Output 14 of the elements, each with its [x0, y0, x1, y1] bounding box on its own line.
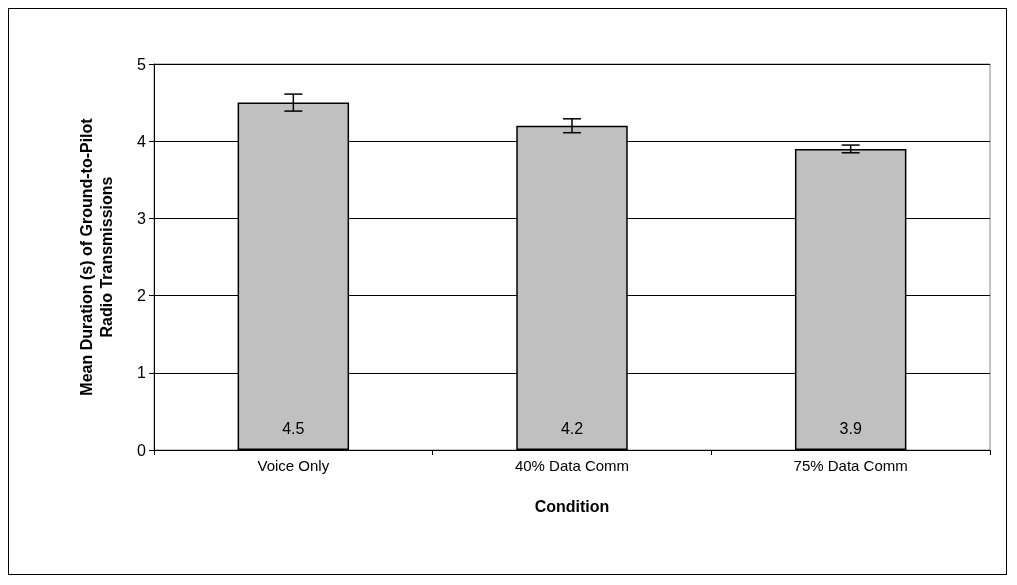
x-axis-title: Condition [534, 497, 610, 515]
x-tick-label: Voice Only [257, 457, 330, 474]
x-tick-label: 40% Data Comm [514, 457, 630, 474]
y-tick-label: 4 [137, 132, 147, 150]
data-label: 3.9 [839, 419, 862, 437]
y-tick-label: 0 [137, 441, 147, 459]
data-label: 4.2 [560, 419, 584, 437]
x-tick-label: 75% Data Comm [793, 457, 908, 474]
y-tick-label: 5 [137, 55, 147, 73]
data-label: 4.5 [282, 419, 305, 437]
y-tick-label: 1 [137, 364, 147, 382]
y-tick-label: 2 [137, 287, 147, 305]
y-tick-label: 3 [137, 209, 147, 227]
y-axis-title: Mean Duration (s) of Ground-to-Pilot Radio Transmissions [77, 117, 115, 396]
